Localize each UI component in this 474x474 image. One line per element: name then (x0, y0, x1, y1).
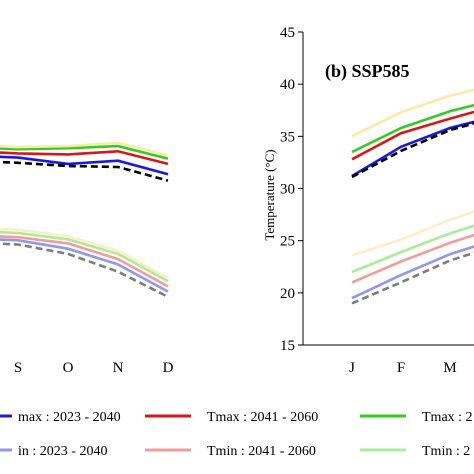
series-line-a-tmax-2061-2080 (0, 144, 169, 160)
series-line-b-tmax-2023-2040 (351, 120, 474, 178)
series-line-a-tmin-baseline (0, 227, 169, 280)
legend-item-tmax-2041-2060: Tmax : 2041 - 2060 (145, 410, 318, 425)
series-line-b-tmin-historical (351, 251, 474, 305)
x-tick-a-s: S (14, 360, 22, 376)
legend-item-tmin-2: Tmin : 2 (360, 444, 470, 459)
series-line-a-tmax-2041-2060 (0, 149, 169, 166)
panel-a-lines (0, 141, 169, 298)
series-line-a-tmin-2023-2040 (0, 238, 169, 293)
panel-b-ticks: 45 40 35 30 25 20 15 J F M (280, 25, 457, 376)
series-line-a-tmin-2041-2060 (0, 235, 169, 288)
legend-label: Tmin : 2 (422, 444, 470, 459)
y-tick-label-15: 15 (280, 338, 295, 354)
series-line-b-tmin-2023-2040 (351, 245, 474, 300)
series-line-b-tmin-2061-2080 (351, 224, 474, 274)
legend-label: Tmax : 2041 - 2060 (207, 410, 318, 425)
series-line-a-tmin-historical (0, 242, 169, 298)
y-tick-label-45: 45 (280, 25, 295, 41)
series-line-b-tmin-2041-2060 (351, 233, 474, 284)
y-tick-label-40: 40 (280, 77, 295, 93)
x-tick-b-m-2: M (443, 360, 456, 376)
legend-item-tmax-2: Tmax : 2 (360, 410, 473, 425)
y-tick-label-20: 20 (280, 286, 295, 302)
series-line-a-tmax-historical (0, 160, 169, 182)
series-line-b-tmax-baseline (351, 88, 474, 138)
series-line-b-tmax-historical (351, 122, 474, 179)
x-tick-b-f-1: F (397, 360, 405, 376)
series-line-a-tmax-2023-2040 (0, 155, 169, 176)
legend-label: max : 2023 - 2040 (18, 410, 121, 425)
legend-item-max-2023-2040: max : 2023 - 2040 (0, 410, 121, 425)
y-tick-label-35: 35 (280, 129, 295, 145)
y-tick-label-30: 30 (280, 182, 295, 198)
series-line-a-tmin-2061-2080 (0, 230, 169, 283)
legend-label: Tmax : 2 (422, 410, 473, 425)
panel-b-lines (351, 88, 474, 305)
chart-title-b: (b) SSP585 (325, 61, 410, 82)
series-line-b-tmax-2061-2080 (351, 103, 474, 154)
x-tick-b-j-0: J (349, 360, 355, 376)
y-axis-label: Temperature (°C) (262, 149, 277, 240)
legend: max : 2023 - 2040 Tmax : 2041 - 2060 Tmax … (0, 410, 473, 459)
panel-b: 45 40 35 30 25 20 15 J F M Temperature (°C) (b) S… (262, 25, 474, 376)
x-tick-a-d: D (163, 360, 174, 376)
legend-item-tmin-2041-2060: Tmin : 2041 - 2060 (145, 444, 316, 459)
y-tick-label-25: 25 (280, 234, 295, 250)
x-tick-a-o: O (63, 360, 74, 376)
series-line-b-tmax-2041-2060 (351, 110, 474, 161)
series-line-a-tmax-baseline (0, 141, 169, 157)
legend-label: in : 2023 - 2040 (18, 444, 107, 459)
legend-item-in-2023-2040: in : 2023 - 2040 (0, 444, 107, 459)
series-line-b-tmin-baseline (351, 210, 474, 257)
legend-label: Tmin : 2041 - 2060 (207, 444, 316, 459)
x-tick-a-n: N (113, 360, 124, 376)
